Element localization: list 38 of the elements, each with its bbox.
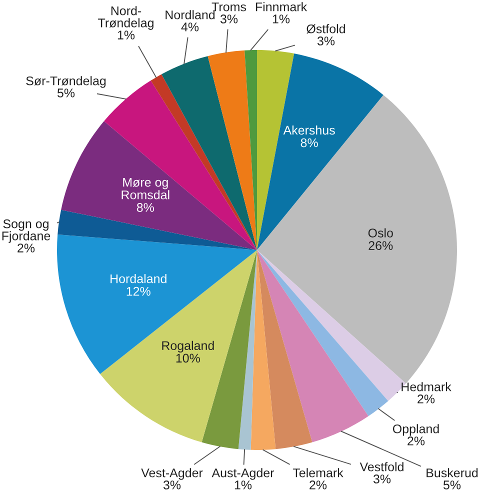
slice-label: Oslo [368,228,393,238]
slice-label: Telemark [292,468,344,478]
slice-label: Vest-Agder [141,468,203,480]
slice-label: Rogaland [162,340,214,353]
slice-label: Sør-Trøndelag [26,76,106,88]
data-label: 1% [234,480,252,490]
data-label: 3% [317,36,335,46]
slice-label: Oppland [392,424,439,436]
data-label: 2% [310,480,327,490]
slice-label: Finnmark [256,2,308,12]
slice-label: Hordaland [110,274,166,284]
slice-label: Troms [212,2,246,12]
data-label: 3% [373,474,391,484]
data-label: 10% [176,354,200,363]
slice-label: Sogn og Fjordane [2,219,50,243]
data-label: 2% [18,244,35,252]
slice-label: Buskerud [426,468,478,478]
data-label: 1% [118,30,135,40]
data-label: 4% [181,22,199,32]
data-label: 26% [368,241,393,250]
slice-label: Vestfold [360,462,404,472]
data-label: 8% [136,203,154,212]
data-label: 12% [126,286,150,296]
data-label: 3% [163,480,181,490]
data-label: 3% [220,14,238,24]
slice-label: Nordland [166,10,215,20]
data-label: 1% [272,14,290,24]
slice-label: Møre og Romsdal [122,178,170,200]
data-label: 5% [443,480,461,490]
slice-label: Nord- Trøndelag [98,6,154,30]
slice-label: Hedmark [402,382,452,392]
slice-label: Akershus [283,125,335,135]
data-label: 2% [418,394,435,404]
data-label: 5% [57,88,75,98]
data-label: 2% [408,436,425,446]
slice-label: Aust-Agder [212,468,274,480]
slice-label: Østfold [306,24,345,34]
data-label: 8% [300,138,318,148]
